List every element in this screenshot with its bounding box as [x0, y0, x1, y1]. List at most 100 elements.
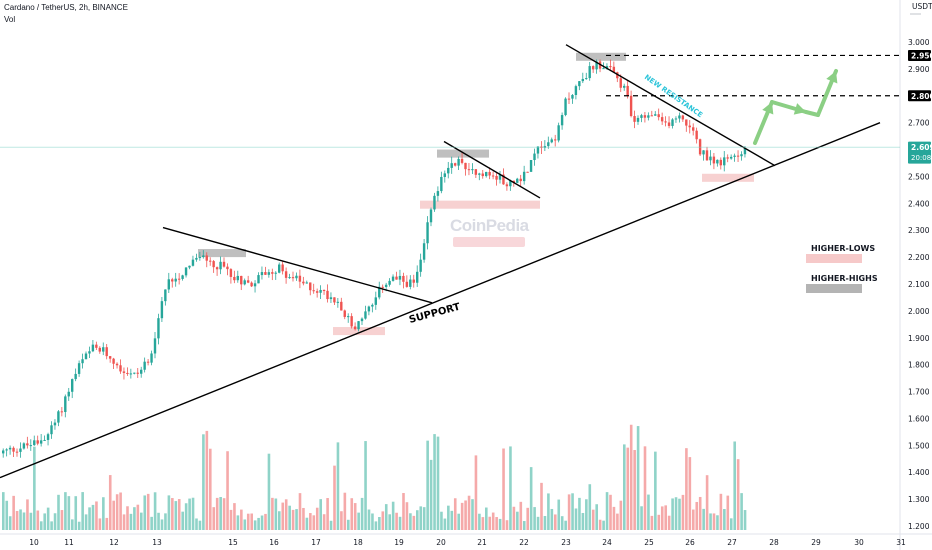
candle-body: [91, 344, 95, 352]
candle-body: [595, 61, 598, 70]
x-tick-label: 22: [519, 538, 529, 547]
volume-bar: [60, 510, 64, 530]
volume-bar: [598, 519, 602, 530]
candle-body: [436, 191, 440, 196]
y-tick-label: 1.200: [908, 522, 930, 531]
price-labels: 2.950 2.800 2.609 20:08: [908, 49, 932, 164]
candle-body: [567, 98, 571, 100]
volume-bar: [143, 495, 147, 530]
candle-body: [502, 174, 505, 185]
candle-body: [460, 158, 464, 163]
volume-bar: [140, 512, 143, 530]
volume-bar: [326, 498, 329, 530]
volume-bar: [364, 441, 367, 530]
candle-body: [353, 326, 357, 330]
y-tick-label: 3.000: [908, 38, 930, 47]
volume-bar: [108, 475, 112, 530]
watermark-text: CoinPedia: [450, 216, 529, 235]
volume-bar: [498, 518, 502, 530]
candle-body: [736, 155, 740, 157]
candle-body: [195, 257, 198, 260]
volume-bar: [46, 507, 50, 530]
volume-bar: [312, 515, 316, 530]
candle-body: [288, 277, 291, 279]
volume-bar: [305, 517, 309, 530]
volume-bar: [215, 497, 219, 530]
volume-bar: [243, 519, 247, 530]
candle-body: [250, 282, 253, 287]
volume-bar: [315, 507, 319, 530]
volume-bar: [77, 521, 81, 530]
candle-body: [429, 209, 433, 223]
candle-body: [440, 176, 443, 192]
volume-bar: [660, 506, 664, 530]
volume-bar: [588, 484, 592, 530]
candle-body: [253, 283, 257, 287]
candle-body: [647, 115, 650, 118]
volume-bar: [191, 497, 195, 530]
volume-bar: [716, 515, 719, 530]
volume-bar: [436, 436, 440, 530]
volume-bar: [733, 441, 736, 530]
symbol-title[interactable]: Cardano / TetherUS, 2h, BINANCE: [4, 3, 128, 12]
volume-bar: [422, 507, 426, 530]
volume-bar: [605, 492, 609, 530]
x-tick-label: 18: [353, 538, 363, 547]
volume-bar: [302, 507, 305, 530]
volume-bar: [288, 505, 291, 530]
volume-bar: [464, 500, 467, 530]
volume-indicator-label[interactable]: Vol: [4, 15, 16, 24]
volume-bar: [367, 509, 371, 530]
candle-body: [326, 290, 329, 300]
currency-label: USDT: [912, 2, 932, 11]
volume-bar: [71, 519, 74, 530]
volume-bar: [429, 459, 433, 530]
candle-body: [681, 115, 685, 120]
volume-bar: [43, 513, 46, 530]
candle-body: [319, 289, 322, 293]
volume-bar: [447, 505, 450, 530]
volume-bar: [450, 510, 454, 530]
volume-bar: [416, 510, 419, 530]
candle-body: [626, 85, 629, 96]
watermark-bar: [453, 237, 525, 247]
candle-body: [74, 373, 77, 380]
volume-bar: [591, 509, 595, 530]
x-tick-label: 15: [228, 538, 238, 547]
volume-bar: [8, 516, 12, 530]
higher-low-zone-1: [333, 327, 385, 336]
coinpedia-watermark: CoinPedia: [450, 216, 529, 247]
volume-bar: [740, 493, 743, 530]
candle-body: [219, 261, 222, 270]
candle-body: [84, 353, 88, 360]
volume-bar: [616, 513, 619, 530]
volume-bar: [595, 504, 598, 530]
time-axis[interactable]: 10 11 12 13 15 16 17 18 19 20 21 22 23 24 25 26 27 28 29 30…: [29, 538, 906, 547]
candle-body: [184, 267, 188, 276]
volume-bar: [412, 515, 416, 530]
volume-bar: [671, 498, 674, 530]
higher-high-zone-2: [437, 149, 489, 158]
volume-bar: [395, 512, 398, 530]
volume-bar: [657, 514, 661, 530]
candle-body: [688, 125, 691, 128]
volume-bar: [171, 498, 174, 530]
volume-bar: [609, 494, 612, 530]
candle-body: [674, 118, 678, 120]
x-tick-label: 28: [769, 538, 779, 547]
volume-bar: [115, 494, 119, 530]
volume-bar: [540, 482, 543, 530]
candle-body: [209, 260, 212, 262]
price-axis[interactable]: USDT 1.200 1.300 1.400 1.500 1.600 1.700 1.800 1…: [908, 2, 932, 531]
candle-body: [205, 255, 208, 261]
volume-bar: [409, 513, 412, 530]
candle-body: [605, 66, 609, 69]
volume-bar: [505, 520, 509, 530]
volume-bar: [567, 494, 571, 530]
volume-bar: [347, 519, 350, 530]
volume-bar: [184, 503, 188, 530]
volume-bar: [136, 504, 140, 530]
volume-bar: [574, 508, 578, 530]
trendline-support: [0, 122, 881, 479]
